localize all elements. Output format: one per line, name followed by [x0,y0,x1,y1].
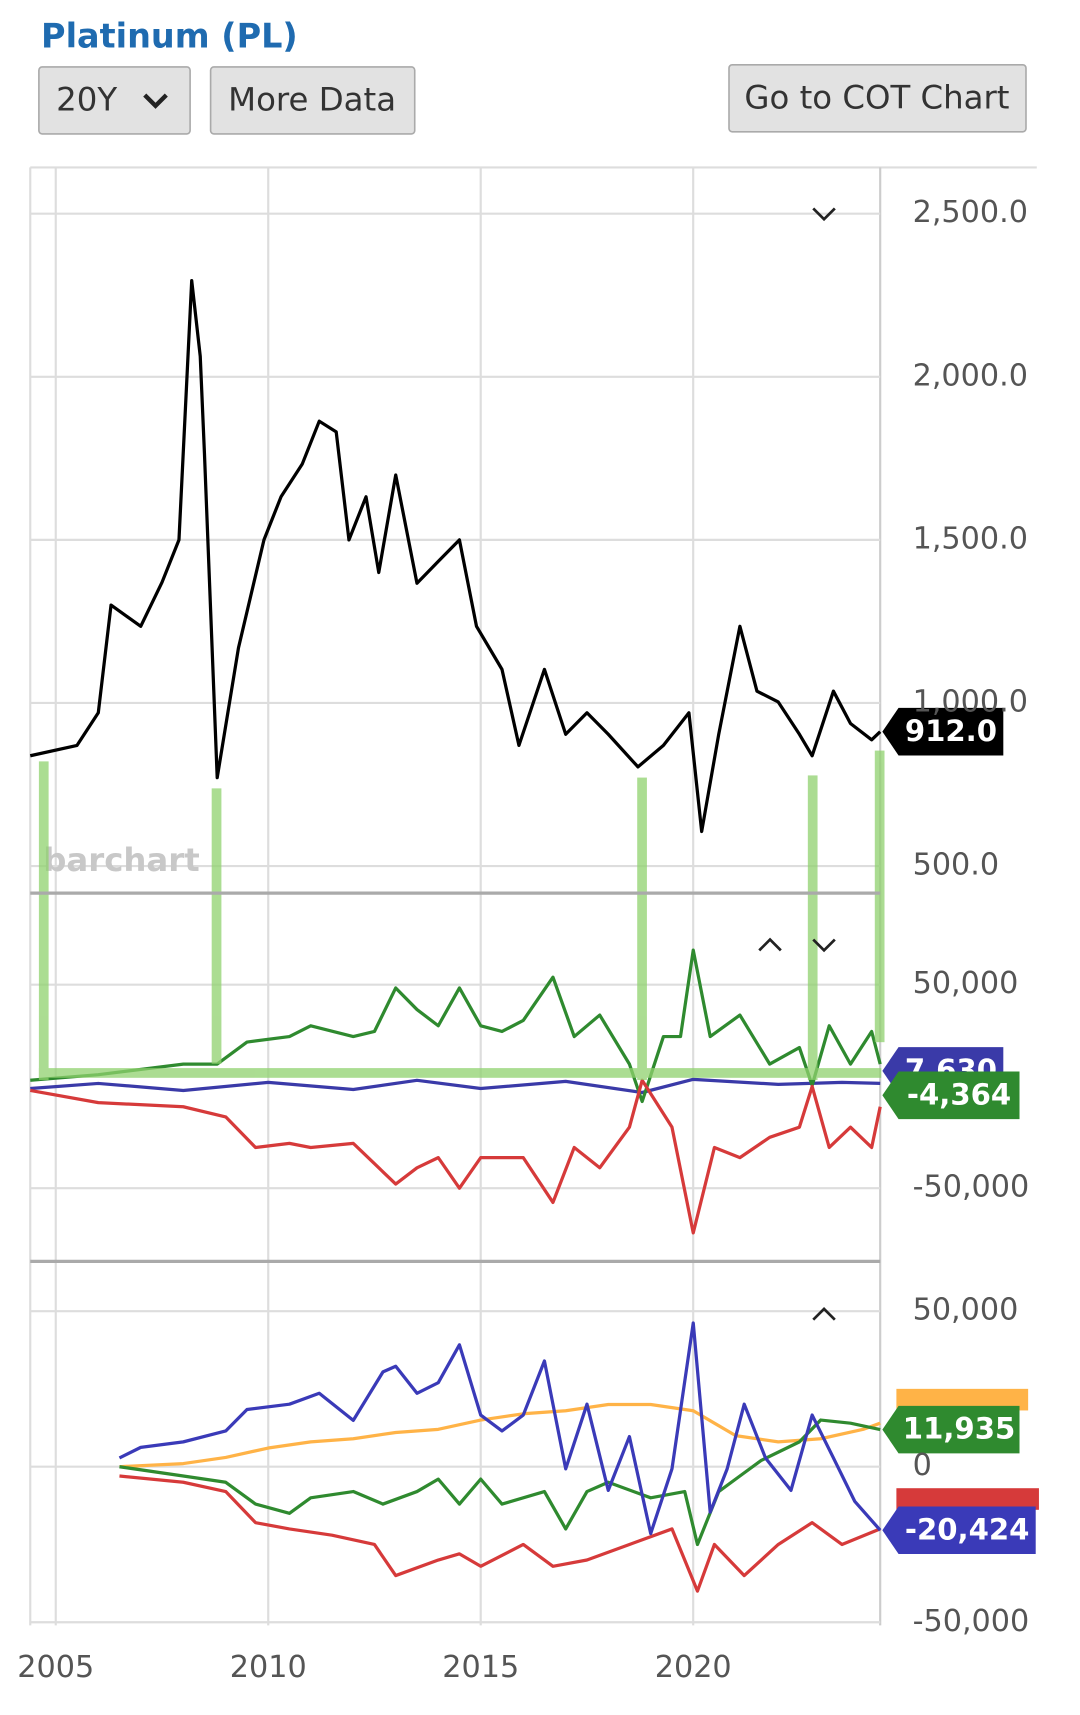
y-tick-label: 2,000.0 [913,358,1028,393]
series-line [118,1321,882,1536]
hidden-tag [896,1388,1029,1411]
page-title: Platinum (PL) [41,16,298,55]
series-line [29,1078,882,1235]
button-bg[interactable] [209,66,416,135]
move-up-icon[interactable] [812,1307,836,1321]
highlight-bar [637,777,647,1080]
last-value-label: 912.0 [905,714,997,748]
last-value-tag [882,1071,1020,1120]
last-value-tag [882,1506,1036,1555]
series-line [119,1474,881,1593]
period-label[interactable]: 20Y [56,81,117,119]
button-bg[interactable] [728,63,1027,133]
last-value-tag [882,1405,1020,1454]
last-value-label: 11,935 [903,1412,1015,1446]
y-tick-label: 1,000.0 [913,684,1028,719]
button-bg[interactable] [38,66,191,135]
y-tick-label: -50,000 [913,1170,1030,1205]
collapse-icon[interactable] [812,207,836,222]
x-tick-label: 2015 [442,1650,519,1685]
highlight-bar [874,750,885,1043]
highlight-band [38,1068,882,1078]
move-up-icon[interactable] [758,937,782,952]
watermark: barchart [43,841,200,879]
series-line [29,278,882,834]
button-label[interactable]: Go to COT Chart [744,78,1009,116]
dropdown-chevron[interactable] [143,93,168,109]
period-select[interactable]: 20Y [38,66,191,135]
last-value-label: -4,364 [907,1077,1011,1111]
y-tick-label: 500.0 [913,848,1000,883]
last-value-tag [882,707,1004,756]
grid-layer [30,167,881,1626]
series-line [30,1077,881,1095]
highlight-bars [38,750,885,1080]
highlight-bar [807,775,818,1080]
y-tick-label: 1,500.0 [913,521,1028,556]
y-tick-label: 2,500.0 [913,195,1028,230]
series-line [119,1402,881,1469]
y-tick-label: 50,000 [913,966,1019,1001]
hidden-tag [896,1488,1039,1510]
highlight-bar [38,761,49,1080]
series-line [30,948,882,1104]
y-tick-label: -50,000 [913,1604,1030,1639]
y-tick-label: 50,000 [913,1293,1019,1328]
cot-chart-button[interactable]: Go to COT Chart [728,63,1027,133]
x-tick-label: 2010 [230,1650,307,1685]
move-down-icon[interactable] [812,938,836,953]
highlight-bar [211,788,222,1064]
x-tick-label: 2020 [655,1650,732,1685]
y-tick-label: 0 [913,1448,932,1483]
more-data-button[interactable]: More Data [209,66,416,135]
x-tick-label: 2005 [17,1650,94,1685]
button-label[interactable]: More Data [228,81,396,119]
last-value-label: -20,424 [905,1512,1030,1546]
series-layer [29,278,882,1593]
series-line [119,1418,881,1547]
